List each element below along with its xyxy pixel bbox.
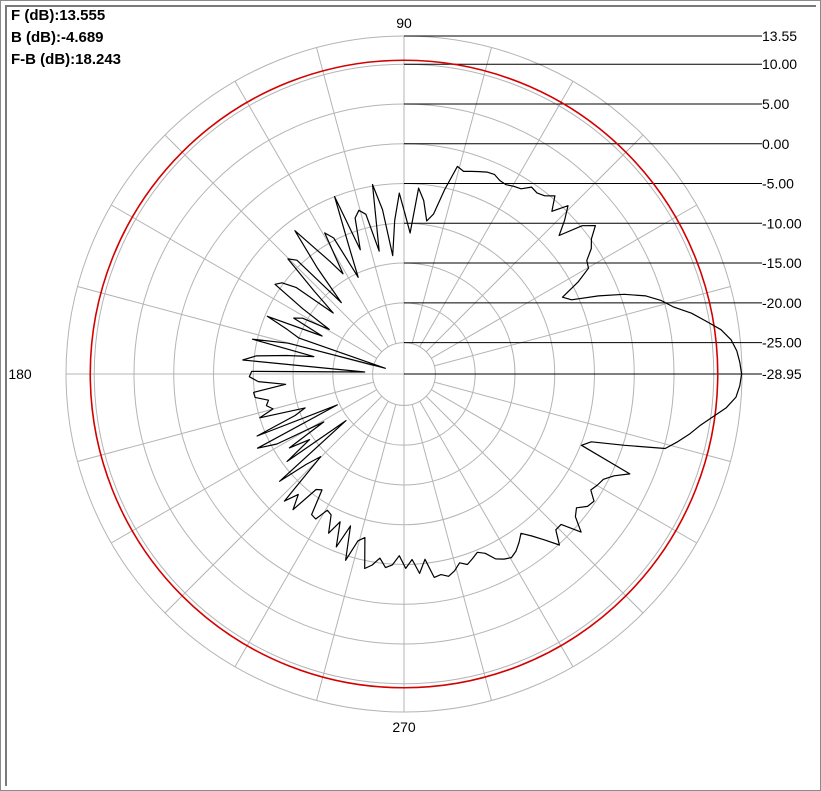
pattern-stats: F (dB):13.555 B (dB):-4.689 F-B (dB):18.… [11, 5, 121, 71]
grid-spoke [419, 400, 574, 667]
radial-tick-labels: 13.55 10.00 5.00 0.00 -5.00 -10.00 -15.00 -20.0… [404, 28, 802, 382]
grid-spoke [111, 389, 378, 544]
grid-spoke [316, 404, 397, 701]
grid-spoke [411, 404, 492, 701]
front-gain-text: F (dB):13.555 [11, 7, 106, 24]
radial-tick-label: -20.00 [762, 295, 802, 311]
grid-spoke [434, 381, 731, 462]
grid-spoke [111, 204, 378, 359]
angle-label: 270 [392, 719, 416, 735]
grid-spoke [234, 400, 389, 667]
back-gain-text: B (dB):-4.689 [11, 29, 104, 46]
radial-tick-label: -15.00 [762, 255, 802, 271]
radial-tick-label: 10.00 [762, 56, 797, 72]
radial-tick-label: -10.00 [762, 215, 802, 231]
reference-circle [89, 59, 719, 689]
pattern-series-layer [242, 165, 743, 578]
grid-spoke [234, 81, 389, 348]
radial-tick-label: -5.00 [762, 176, 794, 192]
radial-tick-label: -25.00 [762, 335, 802, 351]
radial-tick-label: 0.00 [762, 136, 789, 152]
chart-frame-inner [5, 5, 816, 786]
grid-spoke [411, 47, 492, 344]
pattern-series-line [242, 165, 743, 578]
radial-tick-label: 5.00 [762, 96, 789, 112]
grid-spoke [434, 286, 731, 367]
angle-label: 180 [8, 366, 32, 382]
grid-spoke [77, 381, 374, 462]
radial-tick-label: 13.55 [762, 28, 797, 44]
angle-labels: 90 180 270 [8, 15, 416, 735]
grid-spoke [425, 395, 644, 614]
grid-spoke [430, 204, 697, 359]
radial-tick-label: -28.95 [762, 366, 802, 382]
grid-spoke [419, 81, 574, 348]
grid-spoke [430, 389, 697, 544]
grid-spoke [164, 134, 383, 353]
reference-circle-layer [89, 59, 719, 689]
grid-spoke [164, 395, 383, 614]
grid-spoke [425, 134, 644, 353]
angle-label: 90 [396, 15, 412, 31]
grid-spoke [316, 47, 397, 344]
front-to-back-text: F-B (dB):18.243 [11, 51, 122, 68]
